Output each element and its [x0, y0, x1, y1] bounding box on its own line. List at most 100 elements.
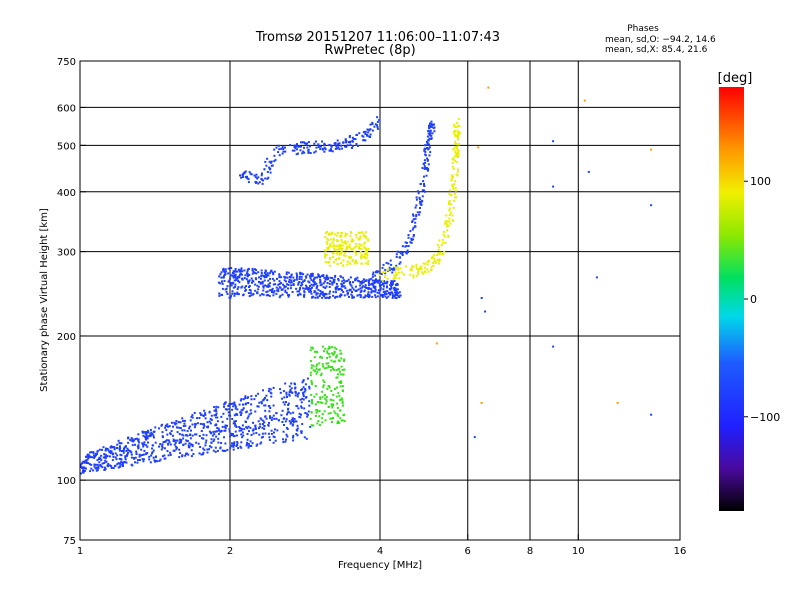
- scatter-point: [329, 417, 332, 420]
- scatter-point: [336, 248, 339, 251]
- scatter-point: [334, 245, 337, 248]
- scatter-point: [396, 250, 399, 253]
- scatter-point: [349, 231, 352, 233]
- scatter-point: [269, 277, 271, 280]
- scatter-point: [93, 454, 95, 457]
- scatter-point: [189, 437, 192, 440]
- scatter-point: [145, 433, 148, 436]
- scatter-point: [351, 136, 354, 139]
- scatter-point: [288, 393, 291, 396]
- scatter-point: [362, 139, 365, 142]
- scatter-point: [291, 418, 294, 421]
- scatter-point: [330, 403, 333, 406]
- scatter-point: [324, 402, 327, 405]
- scatter-point: [217, 281, 220, 284]
- scatter-point: [446, 229, 449, 232]
- scatter-point: [382, 271, 385, 273]
- scatter-point: [142, 434, 145, 437]
- scatter-point: [215, 412, 218, 415]
- scatter-point: [127, 437, 130, 440]
- scatter-point: [393, 267, 396, 270]
- scatter-point: [243, 171, 246, 174]
- scatter-point: [292, 423, 295, 426]
- scatter-point: [273, 279, 276, 282]
- scatter-point: [339, 373, 342, 376]
- scatter-point: [295, 145, 298, 148]
- scatter-point: [323, 150, 326, 153]
- scatter-point: [303, 151, 306, 154]
- scatter-point: [221, 282, 224, 285]
- scatter-point: [366, 295, 369, 298]
- scatter-point: [424, 150, 427, 153]
- scatter-point: [303, 279, 306, 282]
- scatter-point: [410, 241, 413, 244]
- scatter-point: [315, 372, 318, 375]
- scatter-point: [360, 257, 363, 260]
- scatter-point: [430, 266, 433, 269]
- y-axis-label: Stationary phase Virtual Height [km]: [39, 208, 50, 392]
- scatter-point: [455, 152, 458, 155]
- scatter-point: [343, 254, 345, 257]
- scatter-point: [263, 404, 266, 407]
- scatter-point: [358, 132, 361, 135]
- scatter-point: [344, 287, 347, 290]
- scatter-point: [158, 445, 160, 448]
- scatter-point: [219, 273, 222, 276]
- scatter-point: [358, 280, 361, 283]
- scatter-point: [385, 282, 388, 285]
- scatter-point: [336, 368, 339, 371]
- scatter-point: [351, 239, 354, 242]
- scatter-point: [99, 464, 102, 466]
- scatter-point: [322, 379, 325, 382]
- scatter-point: [206, 426, 209, 429]
- scatter-point: [114, 452, 117, 455]
- scatter-point: [223, 429, 226, 432]
- scatter-point: [317, 288, 320, 291]
- scatter-point: [265, 276, 268, 278]
- scatter-point: [353, 250, 356, 253]
- scatter-point: [454, 140, 457, 143]
- scatter-point: [300, 275, 303, 278]
- scatter-point: [255, 444, 258, 447]
- scatter-point: [306, 287, 309, 290]
- scatter-point: [326, 356, 328, 359]
- scatter-point: [389, 293, 392, 296]
- scatter-point: [273, 270, 276, 273]
- scatter-point: [273, 160, 276, 163]
- scatter-point: [181, 433, 184, 436]
- x-tick-label: 10: [572, 546, 585, 557]
- scatter-point: [376, 124, 379, 127]
- scatter-point: [423, 184, 426, 187]
- scatter-point: [293, 149, 296, 152]
- scatter-point: [448, 214, 451, 216]
- scatter-point: [233, 402, 236, 405]
- scatter-point: [244, 395, 247, 398]
- scatter-point: [430, 138, 433, 140]
- scatter-point: [237, 447, 240, 450]
- scatter-point: [342, 242, 345, 245]
- scatter-point: [451, 184, 454, 187]
- scatter-point: [191, 423, 194, 426]
- scatter-point: [318, 275, 321, 278]
- scatter-point: [324, 287, 327, 289]
- scatter-point: [339, 409, 342, 412]
- scatter-point: [289, 287, 292, 290]
- scatter-point: [284, 440, 287, 443]
- scatter-point: [350, 293, 353, 296]
- scatter-point: [402, 251, 405, 254]
- chart-subtitle: RwPretec (8p): [324, 43, 415, 58]
- scatter-point: [82, 460, 85, 463]
- scatter-point: [248, 445, 251, 447]
- scatter-point: [375, 279, 378, 282]
- scatter-point: [385, 261, 388, 264]
- scatter-point: [449, 203, 452, 205]
- scatter-point: [436, 259, 439, 261]
- scatter-point: [313, 142, 316, 145]
- scatter-point: [154, 426, 157, 429]
- scatter-point: [255, 272, 258, 275]
- scatter-point: [217, 437, 220, 440]
- scatter-point: [264, 269, 267, 272]
- scatter-point: [341, 400, 344, 403]
- scatter-point: [448, 192, 451, 195]
- scatter-point: [233, 444, 235, 447]
